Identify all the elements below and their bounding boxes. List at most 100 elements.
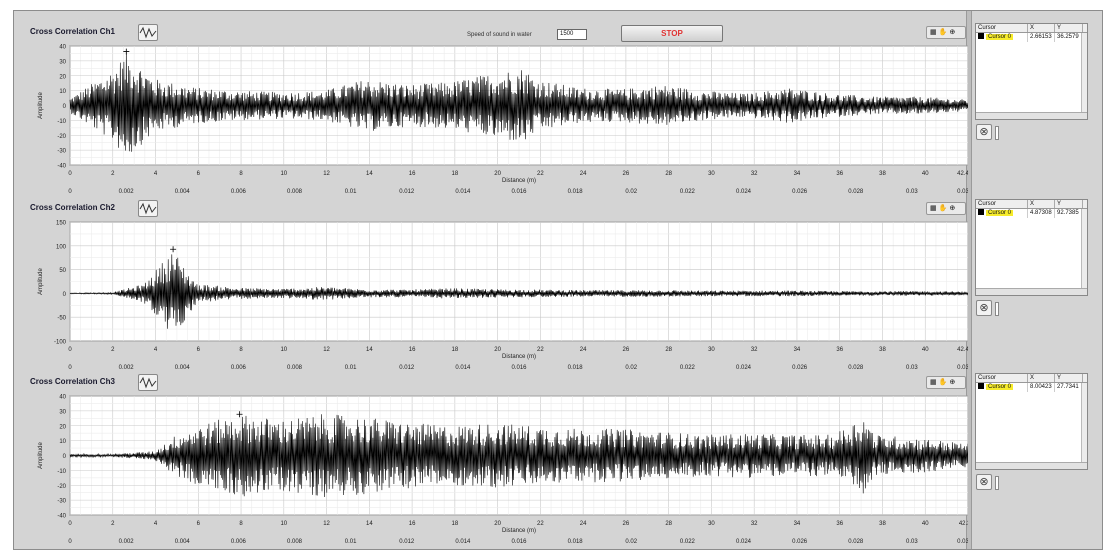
speed-of-sound-label: Speed of sound in water — [467, 32, 532, 38]
x-axis-label: Distance (m) — [502, 354, 536, 360]
time-tick-label: 0.014 — [455, 365, 471, 371]
time-tick-label: 0.02 — [625, 189, 637, 195]
legend-row[interactable]: Cursor 0 2.66153 36.2579 — [976, 33, 1087, 42]
graph-cursor[interactable] — [170, 246, 177, 253]
x-tick-label: 24 — [580, 347, 587, 353]
y-tick-label: 0 — [63, 292, 67, 298]
legend-horizontal-scrollbar[interactable] — [976, 462, 1087, 469]
legend-vertical-scrollbar[interactable] — [1081, 209, 1087, 289]
graph-header: Cross Correlation Ch1 ▦ ✋ ⊕ — [28, 23, 968, 43]
graph-palette[interactable]: ▦ ✋ ⊕ — [926, 376, 966, 389]
cursor-y-value: 92.7385 — [1055, 209, 1083, 218]
cursor-move-icon[interactable]: ⊕ — [949, 379, 956, 386]
cursor-name[interactable]: Cursor 0 — [986, 34, 1014, 40]
speed-of-sound-input[interactable]: 1500 — [557, 29, 587, 40]
legend-vertical-scrollbar[interactable] — [1081, 33, 1087, 113]
x-tick-label: 36 — [836, 347, 843, 353]
zoom-icon[interactable]: ▦ — [930, 29, 937, 36]
x-tick-label: 0 — [68, 521, 72, 527]
x-tick-label: 26 — [623, 171, 630, 177]
x-tick-label: 2 — [111, 171, 115, 177]
col-x: X — [1028, 374, 1055, 382]
x-axis-label: Distance (m) — [502, 528, 536, 534]
legend-row[interactable]: Cursor 0 4.87308 92.7385 — [976, 209, 1087, 218]
y-tick-label: -40 — [57, 514, 66, 520]
y-axis-label: Amplitude — [38, 442, 44, 469]
legend-horizontal-scrollbar[interactable] — [976, 112, 1087, 119]
y-tick-label: 40 — [59, 45, 66, 51]
y-tick-label: -10 — [57, 119, 66, 125]
pan-icon[interactable]: ✋ — [938, 379, 948, 386]
cursor-name[interactable]: Cursor 0 — [986, 210, 1014, 216]
zoom-icon[interactable]: ▦ — [930, 379, 937, 386]
x-tick-label: 6 — [197, 521, 201, 527]
cursor-legend-table[interactable]: Cursor X Y Cursor 0 8.00423 27.7341 — [975, 373, 1088, 470]
x-tick-label: 18 — [452, 171, 459, 177]
zoom-icon[interactable]: ▦ — [930, 205, 937, 212]
graph-title: Cross Correlation Ch2 — [30, 203, 115, 212]
y-tick-label: -10 — [57, 469, 66, 475]
cursor-move-icon[interactable]: ⊕ — [949, 29, 956, 36]
y-tick-label: -100 — [54, 340, 67, 346]
time-tick-label: 0.01 — [345, 365, 357, 371]
legend-header: Cursor X Y — [976, 24, 1087, 33]
cursor-swatch — [978, 209, 984, 216]
x-tick-label: 8 — [239, 347, 243, 353]
y-tick-label: 0 — [63, 454, 67, 460]
time-tick-label: 0.012 — [399, 539, 415, 545]
time-tick-label: 0.03 — [906, 189, 918, 195]
graph-palette[interactable]: ▦ ✋ ⊕ — [926, 202, 966, 215]
x-tick-label: 38 — [879, 171, 886, 177]
cursor-movement-icon[interactable]: ⊗ — [976, 474, 992, 490]
y-tick-label: -20 — [57, 134, 66, 140]
legend-row[interactable]: Cursor 0 8.00423 27.7341 — [976, 383, 1087, 392]
col-y: Y — [1055, 24, 1083, 32]
y-tick-label: -30 — [57, 499, 66, 505]
cursor-movement-icon[interactable]: ⊗ — [976, 124, 992, 140]
stop-button[interactable]: STOP — [621, 25, 723, 42]
x-tick-label: 24 — [580, 171, 587, 177]
time-tick-label: 0.026 — [792, 189, 808, 195]
x-tick-label: 32 — [751, 171, 758, 177]
plot-legend-button[interactable] — [138, 200, 158, 217]
plot-legend-button[interactable] — [138, 24, 158, 41]
cursor-move-icon[interactable]: ⊕ — [949, 205, 956, 212]
graph-cursor[interactable] — [236, 411, 243, 418]
x-tick-label: 20 — [494, 171, 501, 177]
x-axis-label: Distance (m) — [502, 178, 536, 184]
waveform-series — [69, 52, 968, 152]
x-tick-label: 2 — [111, 347, 115, 353]
time-tick-label: 0.004 — [175, 189, 191, 195]
cursor-legend-table[interactable]: Cursor X Y Cursor 0 2.66153 36.2579 — [975, 23, 1088, 120]
y-tick-label: -30 — [57, 149, 66, 155]
x-tick-label: 30 — [708, 171, 715, 177]
x-tick-label: 42.4462 — [957, 171, 968, 177]
x-tick-label: 20 — [494, 347, 501, 353]
cursor-legend-table[interactable]: Cursor X Y Cursor 0 4.87308 92.7385 — [975, 199, 1088, 296]
time-tick-label: 0.016 — [511, 539, 527, 545]
cursor-movement-icon[interactable]: ⊗ — [976, 300, 992, 316]
graph-cursor[interactable] — [123, 48, 130, 55]
time-tick-label: 0.002 — [119, 365, 135, 371]
y-tick-label: 20 — [59, 74, 66, 80]
y-tick-label: 10 — [59, 439, 66, 445]
cursor-legend-ch2: Cursor X Y Cursor 0 4.87308 92.7385 ⊗ — [975, 199, 1088, 371]
time-tick-label: 0.03 — [906, 539, 918, 545]
time-tick-label: 0.026 — [792, 365, 808, 371]
x-tick-label: 4 — [154, 171, 158, 177]
pan-icon[interactable]: ✋ — [938, 29, 948, 36]
y-tick-label: 30 — [59, 59, 66, 65]
cursor-name[interactable]: Cursor 0 — [986, 384, 1014, 390]
y-tick-label: 50 — [59, 268, 66, 274]
plot-legend-button[interactable] — [138, 374, 158, 391]
pan-icon[interactable]: ✋ — [938, 205, 948, 212]
legend-horizontal-scrollbar[interactable] — [976, 288, 1087, 295]
x-tick-label: 34 — [794, 347, 801, 353]
y-tick-label: -50 — [57, 316, 66, 322]
graph-palette[interactable]: ▦ ✋ ⊕ — [926, 26, 966, 39]
legend-vertical-scrollbar[interactable] — [1081, 383, 1087, 463]
x-tick-label: 14 — [366, 521, 373, 527]
